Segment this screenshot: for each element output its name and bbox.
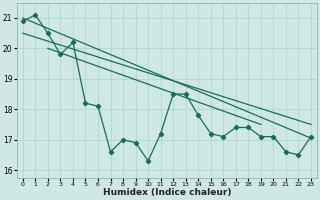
X-axis label: Humidex (Indice chaleur): Humidex (Indice chaleur) [103,188,231,197]
